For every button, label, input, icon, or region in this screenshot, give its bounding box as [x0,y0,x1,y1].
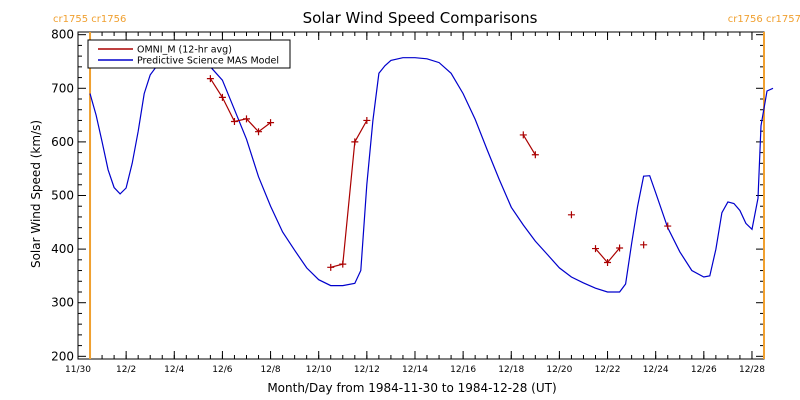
x-tick-label: 12/28 [739,365,765,375]
legend-box [87,39,291,69]
x-tick-label: 12/22 [595,365,621,375]
y-tick-label: 600 [51,135,74,149]
y-tick-label: 500 [51,189,74,203]
data-point-marker [351,138,359,146]
plot-frame [77,31,765,360]
x-tick-label: 12/6 [212,365,232,375]
x-tick-label: 12/14 [402,365,428,375]
data-point-marker [616,244,624,252]
x-tick-label: 12/24 [643,365,669,375]
series-layer [89,57,774,293]
plot-border [77,31,765,360]
series-model [89,57,774,293]
series-line [330,120,368,268]
data-point-marker [567,211,575,219]
x-tick-label: 12/12 [354,365,380,375]
data-point-marker [206,75,214,83]
series-line [522,134,536,156]
x-axis-label: Month/Day from 1984-11-30 to 1984-12-28 … [267,381,556,395]
rotation-marker-label: cr1755 cr1756 [53,14,126,25]
data-point-marker [339,260,347,268]
y-tick-label: 200 [51,349,74,363]
data-point-marker [230,118,238,126]
x-tick-label: 12/26 [691,365,717,375]
y-axis: 200 300 400 500 600 700 800 [51,28,764,363]
data-point-marker [592,245,600,253]
y-tick-label: 300 [51,296,74,310]
y-tick-label: 800 [51,28,74,42]
series-line [209,78,271,133]
data-point-marker [363,116,371,124]
x-tick-label: 12/10 [306,365,332,375]
x-tick-label: 12/4 [164,365,184,375]
legend: OMNI_M (12-hr avg)Predictive Science MAS… [87,39,291,69]
x-tick-label: 12/8 [260,365,280,375]
legend-label: Predictive Science MAS Model [137,56,279,67]
data-point-marker [664,222,672,230]
data-point-marker [327,263,335,271]
x-tick-label: 12/18 [498,365,524,375]
y-tick-label: 400 [51,242,74,256]
data-point-marker [640,241,648,249]
y-axis-label: Solar Wind Speed (km/s) [29,120,43,268]
data-point-marker [604,259,612,267]
series-omni [206,75,672,271]
carrington-rotation-markers: cr1755 cr1756 cr1756 cr1757 [53,14,800,359]
series-line [89,57,774,293]
x-tick-label: 11/30 [65,365,91,375]
x-axis: 11/30 12/2 12/4 12/6 12/8 12/10 12/12 12/14 12/1… [65,32,765,375]
data-point-marker [531,151,539,159]
data-point-marker [267,119,275,127]
y-tick-label: 700 [51,81,74,95]
data-point-marker [255,128,263,136]
x-tick-label: 12/20 [546,365,572,375]
chart-title: Solar Wind Speed Comparisons [303,9,538,27]
x-tick-label: 12/16 [450,365,476,375]
data-point-marker [519,131,527,139]
data-point-marker [218,93,226,101]
data-point-marker [242,115,250,123]
x-tick-label: 12/2 [116,365,136,375]
rotation-marker-label: cr1756 cr1757 [728,14,800,25]
legend-label: OMNI_M (12-hr avg) [137,45,232,56]
